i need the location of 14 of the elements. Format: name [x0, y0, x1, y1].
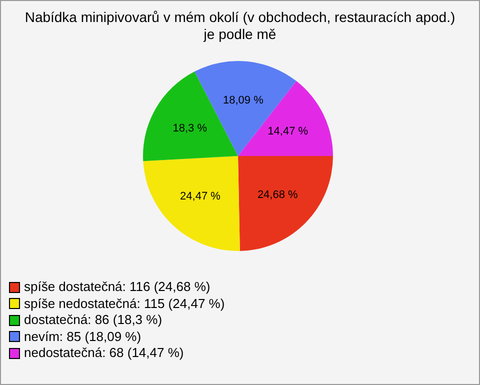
data-label: 18,3 % [172, 122, 208, 134]
data-label: 14,47 % [268, 126, 308, 138]
chart-title: Nabídka minipivovarů v mém okolí (v obchodech, restauracích apod.) je podle mě [24, 9, 456, 43]
legend-label: spíše dostatečná: 116 (24,68 %) [24, 279, 210, 296]
data-label: 24,68 % [257, 188, 298, 201]
legend-label: dostatečná: 86 (18,3 %) [24, 312, 162, 328]
data-label: 24,47 % [180, 190, 221, 203]
legend-label: nevím: 85 (18,09 %) [24, 328, 142, 345]
data-label: 18,09 % [222, 94, 264, 107]
legend-label: spíše nedostatečná: 115 (24,47 %) [24, 296, 225, 312]
pie-slice [238, 156, 333, 251]
pie-slice [194, 61, 296, 156]
legend-label: nedostatečná: 68 (14,47 %) [24, 345, 184, 362]
pie-slice [143, 156, 240, 251]
